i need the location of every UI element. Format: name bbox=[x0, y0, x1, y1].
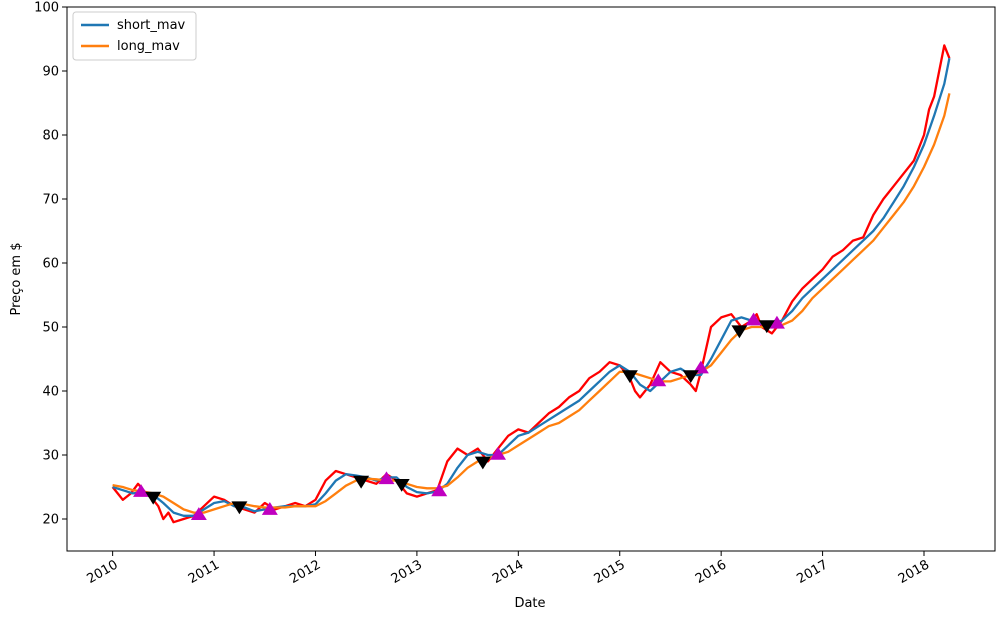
y-tick-label: 40 bbox=[42, 385, 59, 400]
y-tick-label: 20 bbox=[42, 513, 59, 528]
legend-label-long-mav: long_mav bbox=[117, 39, 180, 54]
sell-marker bbox=[231, 501, 248, 515]
buy-marker bbox=[490, 447, 507, 460]
legend: short_mav long_mav bbox=[72, 11, 197, 61]
sell-marker bbox=[621, 370, 638, 383]
buy-marker bbox=[190, 507, 207, 520]
sell-marker bbox=[474, 456, 491, 470]
sell-marker bbox=[682, 370, 699, 383]
y-tick-label: 60 bbox=[42, 257, 59, 272]
series-line-short-mav bbox=[112, 57, 951, 517]
buy-marker bbox=[261, 502, 278, 515]
buy-marker bbox=[650, 373, 667, 387]
y-tick-label: 30 bbox=[42, 449, 59, 464]
sell-marker bbox=[758, 320, 775, 334]
y-tick-label: 80 bbox=[42, 129, 59, 144]
buy-marker bbox=[133, 484, 150, 497]
y-axis: 20 30 40 50 60 70 80 90 100 bbox=[34, 1, 67, 528]
sell-marker bbox=[393, 479, 410, 492]
x-axis-label: Date bbox=[514, 596, 545, 611]
buy-marker bbox=[768, 315, 785, 329]
y-tick-label: 90 bbox=[42, 65, 59, 80]
buy-marker bbox=[431, 483, 448, 497]
sell-marker bbox=[353, 475, 370, 489]
sell-marker bbox=[145, 491, 162, 505]
series-line-long-mav bbox=[112, 93, 951, 514]
legend-label-short-mav: short_mav bbox=[117, 18, 186, 33]
buy-marker bbox=[378, 471, 395, 485]
y-axis-label: Preço em $ bbox=[9, 243, 24, 316]
sell-marker bbox=[731, 325, 748, 339]
plot-markers bbox=[133, 312, 785, 520]
plot-lines bbox=[111, 44, 951, 524]
y-tick-label: 70 bbox=[42, 193, 59, 208]
plot-frame bbox=[66, 6, 996, 552]
buy-marker bbox=[745, 312, 762, 326]
y-tick-label: 100 bbox=[34, 1, 59, 16]
y-tick-label: 50 bbox=[42, 321, 59, 336]
